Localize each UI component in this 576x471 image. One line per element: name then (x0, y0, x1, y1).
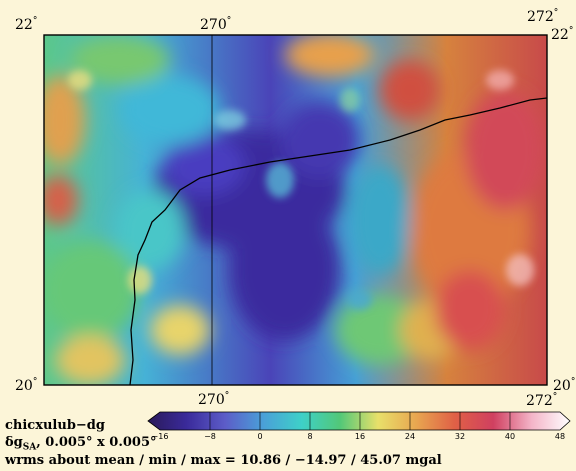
lat-label-top-left: 22° (15, 16, 38, 33)
color-scale-tick-label: 24 (404, 432, 416, 441)
color-scale-tick-label: 40 (504, 432, 516, 441)
color-scale-tick-label: −8 (204, 432, 216, 441)
lat-label-bottom-right: 20° (553, 377, 576, 394)
lon-label-bottom-right: 272° (526, 392, 558, 409)
statistics-line: wrms about mean / min / max = 10.86 / −1… (5, 453, 442, 468)
quantity-resolution: δgSA, 0.005° x 0.005° (5, 435, 157, 453)
lon-label-bottom-center: 270° (198, 391, 230, 408)
lat-label-bottom-left: 20° (15, 377, 38, 394)
dataset-name: chicxulub−dg (5, 418, 105, 433)
anomaly-field (44, 35, 547, 385)
color-scale-tick-label: 8 (307, 432, 313, 441)
color-scale-tick-label: 32 (454, 432, 466, 441)
lon-label-top-right: 272° (527, 8, 559, 25)
lon-label-top-center: 270° (200, 16, 232, 33)
color-scale-tick-label: 48 (554, 432, 566, 441)
coastline (129, 97, 547, 385)
color-scale-tick-label: 0 (257, 432, 263, 441)
color-scale-tick-label: −16 (151, 432, 169, 441)
lat-label-top-right: 22° (551, 26, 574, 43)
color-scale-tick-label: 16 (354, 432, 366, 441)
map-frame (43, 34, 548, 386)
